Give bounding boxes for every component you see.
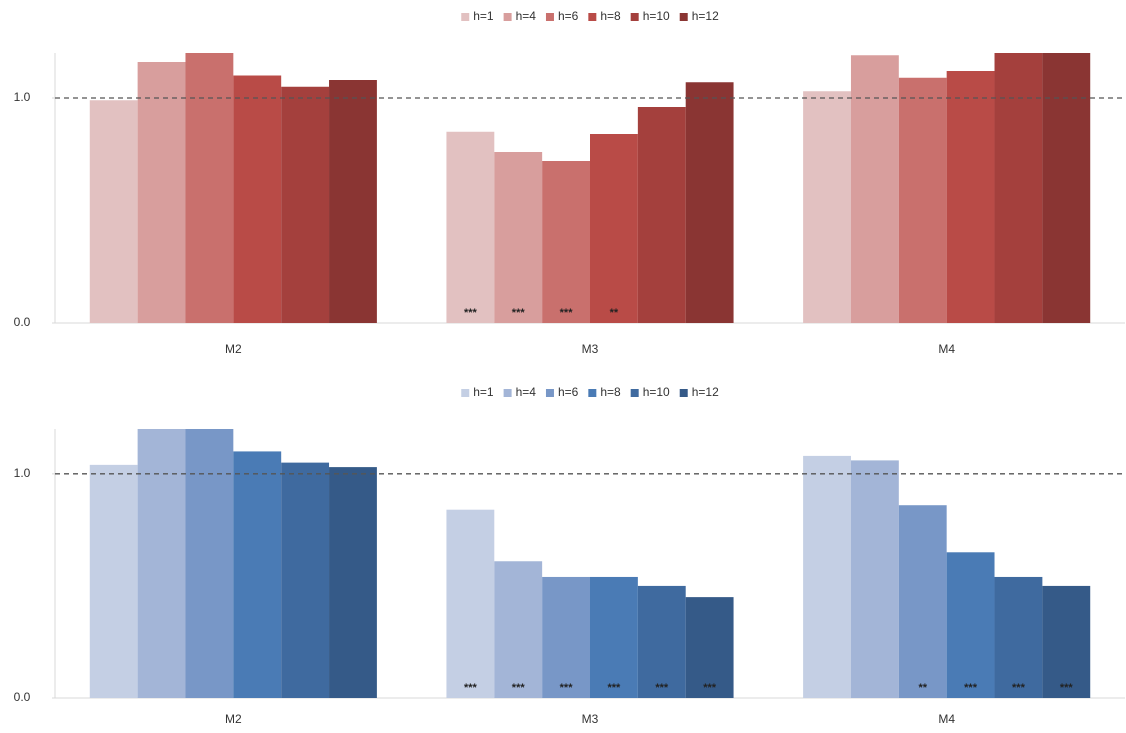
legend-label: h=10	[643, 385, 670, 399]
bar	[542, 576, 590, 698]
bar	[898, 77, 947, 323]
legend-swatch	[461, 13, 470, 21]
legend-swatch	[588, 13, 597, 21]
legend-label: h=4	[516, 9, 537, 23]
legend-label: h=8	[600, 385, 621, 399]
bar	[446, 509, 495, 698]
legend-label: h=8	[600, 9, 621, 23]
bar	[494, 561, 543, 698]
legend-label: h=12	[692, 385, 719, 399]
bar	[994, 576, 1043, 698]
significance-label: ***	[608, 682, 622, 694]
bar	[850, 55, 899, 323]
significance-label: ***	[560, 682, 574, 694]
bar	[637, 107, 686, 323]
y-tick-label: 0.0	[14, 690, 31, 704]
significance-label: ***	[964, 682, 978, 694]
bar	[137, 429, 186, 698]
bar	[185, 53, 234, 323]
y-tick-label: 1.0	[14, 90, 31, 104]
significance-label: ***	[464, 307, 478, 319]
legend-label: h=1	[473, 385, 494, 399]
bar	[281, 86, 330, 323]
bar	[850, 460, 899, 698]
x-tick-label: M3	[582, 342, 599, 356]
x-tick-label: M4	[938, 712, 955, 726]
bar	[946, 552, 995, 698]
x-tick-label: M3	[582, 712, 599, 726]
legend-label: h=6	[558, 385, 579, 399]
bar	[89, 100, 138, 323]
bar	[137, 62, 186, 323]
bar	[590, 576, 638, 698]
legend-swatch	[545, 389, 554, 397]
x-tick-label: M2	[225, 342, 242, 356]
significance-label: ***	[512, 307, 526, 319]
significance-label: **	[610, 307, 619, 319]
bar	[89, 464, 138, 698]
x-tick-label: M2	[225, 712, 242, 726]
legend-swatch	[588, 389, 597, 397]
x-tick-label: M4	[938, 342, 955, 356]
legend-label: h=12	[692, 9, 719, 23]
significance-label: ***	[1060, 682, 1074, 694]
bar	[898, 505, 947, 698]
bar	[446, 131, 495, 323]
bar	[685, 82, 734, 323]
y-tick-label: 0.0	[14, 315, 31, 329]
bar	[637, 585, 686, 698]
significance-label: ***	[464, 682, 478, 694]
bar	[946, 71, 995, 323]
legend-swatch	[503, 13, 512, 21]
legend-swatch	[679, 13, 688, 21]
bar	[542, 161, 590, 323]
bar	[233, 451, 282, 698]
legend-swatch	[630, 389, 639, 397]
legend-label: h=6	[558, 9, 579, 23]
bar	[494, 152, 543, 323]
bar	[994, 53, 1043, 323]
significance-label: ***	[1012, 682, 1026, 694]
bar	[329, 467, 377, 698]
legend-swatch	[630, 13, 639, 21]
legend-label: h=10	[643, 9, 670, 23]
legend-swatch	[503, 389, 512, 397]
significance-label: **	[918, 682, 927, 694]
bar	[803, 91, 851, 323]
legend-swatch	[461, 389, 470, 397]
bar	[185, 429, 234, 698]
significance-label: ***	[560, 307, 574, 319]
bar	[329, 80, 377, 323]
legend-label: h=4	[516, 385, 537, 399]
bar	[1042, 53, 1091, 323]
bar	[685, 597, 734, 698]
bar	[1042, 585, 1091, 698]
bar	[281, 462, 330, 698]
bar	[590, 134, 638, 323]
legend-swatch	[679, 389, 688, 397]
significance-label: ***	[655, 682, 669, 694]
significance-label: ***	[703, 682, 717, 694]
bar	[233, 75, 282, 323]
y-tick-label: 1.0	[14, 466, 31, 480]
bar	[803, 455, 851, 698]
legend-swatch	[545, 13, 554, 21]
legend-label: h=1	[473, 9, 494, 23]
significance-label: ***	[512, 682, 526, 694]
